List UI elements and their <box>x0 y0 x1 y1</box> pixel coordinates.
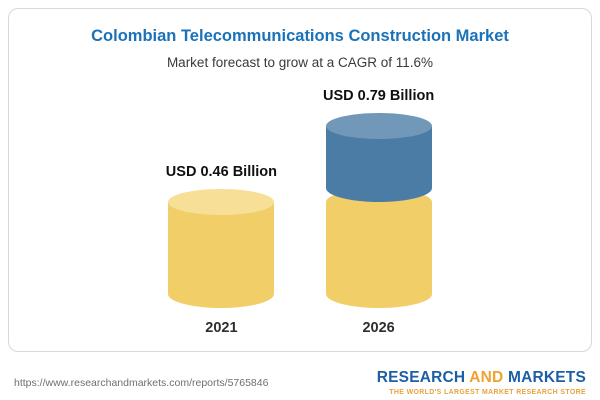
chart-plot-area: USD 0.46 Billion 2021 USD 0.79 Billion 2… <box>9 88 591 336</box>
footer: https://www.researchandmarkets.com/repor… <box>0 360 600 397</box>
cylinder-bar-2021 <box>168 188 275 308</box>
bar-value-label: USD 0.79 Billion <box>323 88 435 104</box>
cylinder-top-ellipse <box>325 113 432 139</box>
bar-column: USD 0.79 Billion 2026 <box>323 88 434 336</box>
cylinder-top-ellipse <box>168 188 275 215</box>
report-url: https://www.researchandmarkets.com/repor… <box>14 376 269 389</box>
logo-wordmark: RESEARCH AND MARKETS <box>377 369 586 387</box>
bar-value-label: USD 0.46 Billion <box>165 163 277 180</box>
researchandmarkets-logo: RESEARCH AND MARKETS THE WORLD'S LARGEST… <box>377 369 586 397</box>
logo-word-and: AND <box>469 369 504 386</box>
bar-column: USD 0.46 Billion 2021 <box>166 164 277 336</box>
cylinder-bar-2026 <box>325 113 432 308</box>
logo-word-markets: MARKETS <box>507 369 586 386</box>
logo-word-research: RESEARCH <box>376 369 466 386</box>
cylinder-segment <box>168 188 275 308</box>
chart-subtitle: Market forecast to grow at a CAGR of 11.… <box>166 55 434 70</box>
cylinder-segment <box>325 113 432 202</box>
bar-category-label: 2026 <box>362 319 395 336</box>
bar-category-label: 2021 <box>205 319 238 336</box>
logo-tagline: THE WORLD'S LARGEST MARKET RESEARCH STOR… <box>389 388 586 396</box>
cylinder-segment <box>325 188 432 308</box>
chart-title: Colombian Telecommunications Constructio… <box>91 27 509 45</box>
chart-card: Colombian Telecommunications Constructio… <box>8 8 592 352</box>
